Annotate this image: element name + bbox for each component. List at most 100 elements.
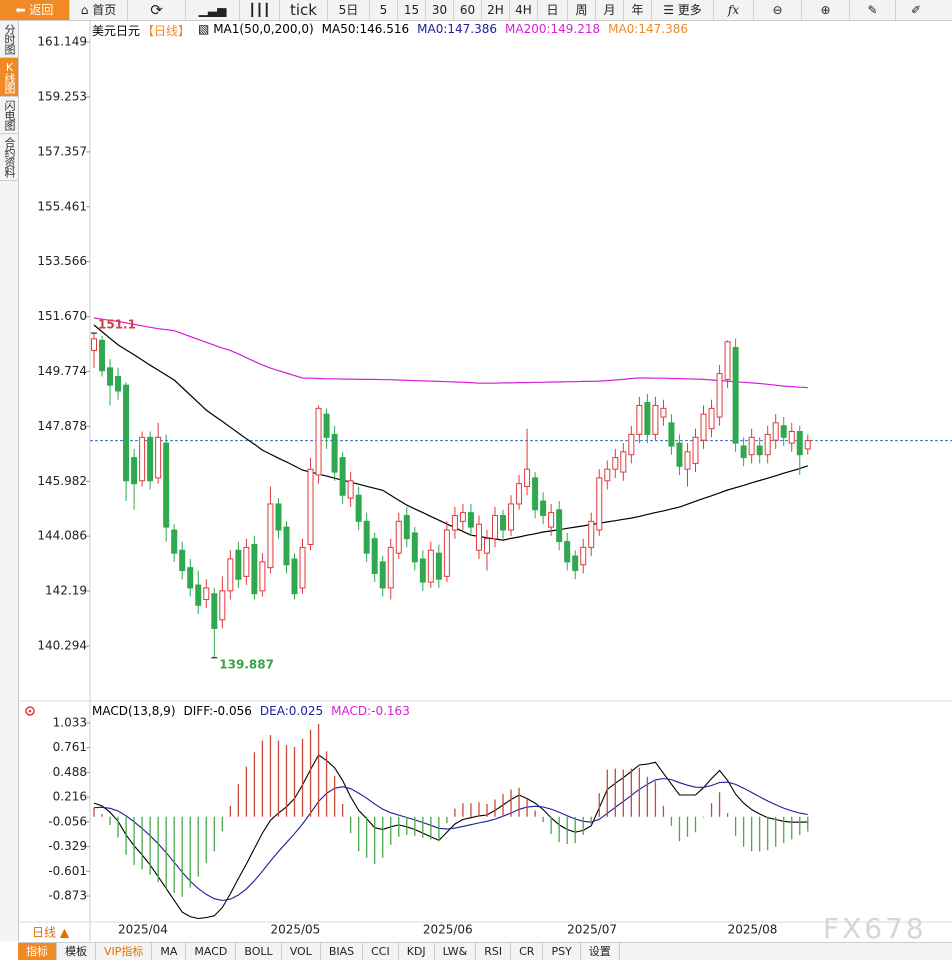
candle-body	[684, 451, 691, 470]
legend-item: DIFF:-0.056	[183, 704, 252, 718]
candle-body	[556, 509, 563, 543]
candle-body	[548, 512, 555, 528]
draw-button[interactable]: ✎	[850, 0, 896, 20]
price-legend: 美元日元 【日线】 ▧ MA1(50,0,200,0) MA50:146.516…	[92, 22, 688, 39]
sidebar: 分时图 K线图 闪电图 合约资料	[0, 21, 19, 941]
candle-body	[475, 523, 482, 551]
candle-body	[243, 546, 250, 577]
back-button[interactable]: ⬅ 返回	[0, 0, 70, 20]
indicator-tab[interactable]: 设置	[581, 943, 620, 960]
candle-body	[524, 468, 531, 488]
candle-button[interactable]: ┃┃┃	[240, 0, 280, 20]
zoom-in-button[interactable]: ⊕	[802, 0, 850, 20]
candle-body	[283, 526, 290, 566]
legend-item: DEA:0.025	[259, 704, 324, 718]
indicator-tabs: 指标 模板 VIP指标 MA MACD BOLL VOL BIAS CCI KDJ LW& RSI CR…	[18, 942, 952, 960]
candle-body	[620, 451, 627, 473]
candle-body	[612, 457, 619, 470]
indicator-tab[interactable]: MACD	[186, 943, 237, 960]
sidebar-tab[interactable]: 合约资料	[0, 134, 18, 181]
ma-line	[93, 324, 808, 541]
indicator-tab[interactable]: CCI	[363, 943, 399, 960]
more-button[interactable]: ☰ 更多	[652, 0, 714, 20]
candle-body	[403, 515, 410, 540]
home-button[interactable]: ⌂ 首页	[70, 0, 128, 20]
legend-item: MACD:-0.163	[331, 704, 410, 718]
macd-title: MACD(13,8,9)	[92, 704, 176, 718]
indicator-tab[interactable]: 指标	[18, 943, 57, 960]
toolbar: ⬅ 返回 ⌂ 首页 ⟳ ▁▃▅ ┃┃┃ tick 5日51530602H4H日周…	[0, 0, 952, 21]
indicator-tab[interactable]: BOLL	[236, 943, 282, 960]
candle-body	[500, 515, 507, 531]
candle-body	[732, 347, 739, 444]
settings-icon[interactable]	[25, 706, 35, 716]
y-tick-label: 1.033	[53, 715, 87, 729]
y-tick-label: 0.761	[53, 740, 87, 754]
legend-item: MA50:146.516	[321, 22, 410, 36]
candle-body	[692, 436, 699, 464]
x-tick-label: 2025/06	[423, 923, 473, 937]
tick-button[interactable]: tick	[280, 0, 328, 20]
candle-body	[540, 500, 547, 517]
candle-body	[740, 445, 747, 459]
candle-body	[107, 367, 114, 386]
candle-body	[355, 494, 362, 522]
y-tick-label: -0.601	[48, 864, 87, 878]
zoom-out-button[interactable]: ⊖	[754, 0, 802, 20]
low-label: 139.887	[219, 657, 274, 671]
candle-body	[459, 512, 466, 522]
refresh-button[interactable]: ⟳	[128, 0, 186, 20]
indicator-tab[interactable]: KDJ	[399, 943, 435, 960]
candle-body	[780, 425, 787, 438]
candle-body	[371, 538, 378, 574]
line-chart-button[interactable]: ▁▃▅	[186, 0, 240, 20]
candle-body	[99, 339, 106, 372]
sidebar-tab[interactable]: 闪电图	[0, 97, 18, 134]
candle-body	[443, 529, 450, 577]
candle-body	[339, 457, 346, 496]
candle-body	[796, 431, 803, 456]
indicator-tab[interactable]: RSI	[476, 943, 512, 960]
period-label: 【日线】	[142, 24, 191, 38]
candle-body	[451, 515, 458, 531]
legend-item: MA0:147.386	[417, 22, 498, 36]
back-label: 返回	[29, 3, 54, 17]
indicator-tab[interactable]: 模板	[57, 943, 96, 960]
formula-button[interactable]: fx	[714, 0, 754, 20]
x-tick-label: 2025/05	[270, 923, 320, 937]
y-tick-label: 142.19	[45, 584, 87, 598]
candle-body	[467, 512, 474, 528]
indicator-tab[interactable]: LW&	[435, 943, 477, 960]
indicator-tab[interactable]: CR	[511, 943, 544, 960]
candle-body	[323, 413, 330, 438]
y-tick-label: 147.878	[37, 419, 87, 433]
indicator-tab[interactable]: VIP指标	[96, 943, 153, 960]
indicator-tab[interactable]: MA	[152, 943, 187, 960]
period-switch[interactable]: 日线 ▲	[32, 926, 70, 940]
y-tick-label: -0.873	[48, 889, 87, 903]
candle-body	[435, 552, 442, 580]
x-tick-label: 2025/08	[728, 923, 778, 937]
erase-button[interactable]: ✐	[910, 3, 922, 17]
candle-body	[227, 558, 234, 592]
candle-body	[588, 520, 595, 548]
x-tick-label: 2025/07	[567, 923, 617, 937]
candle-body	[716, 373, 723, 418]
candle-body	[299, 546, 306, 589]
indicator-tab[interactable]: BIAS	[321, 943, 364, 960]
indicator-tab[interactable]: PSY	[543, 943, 581, 960]
y-tick-label: 155.461	[37, 199, 87, 213]
candle-body	[211, 593, 218, 629]
candle-body	[275, 503, 282, 531]
indicator-tab[interactable]: VOL	[282, 943, 321, 960]
sidebar-tab[interactable]: 分时图	[0, 21, 18, 58]
watermark: FX678	[823, 912, 927, 945]
candle-body	[171, 529, 178, 554]
sidebar-tab[interactable]: K线图	[0, 58, 18, 97]
candle-body	[387, 546, 394, 589]
candle-body	[764, 433, 771, 456]
candle-body	[419, 558, 426, 583]
candle-body	[203, 587, 210, 601]
candle-body	[516, 483, 523, 505]
